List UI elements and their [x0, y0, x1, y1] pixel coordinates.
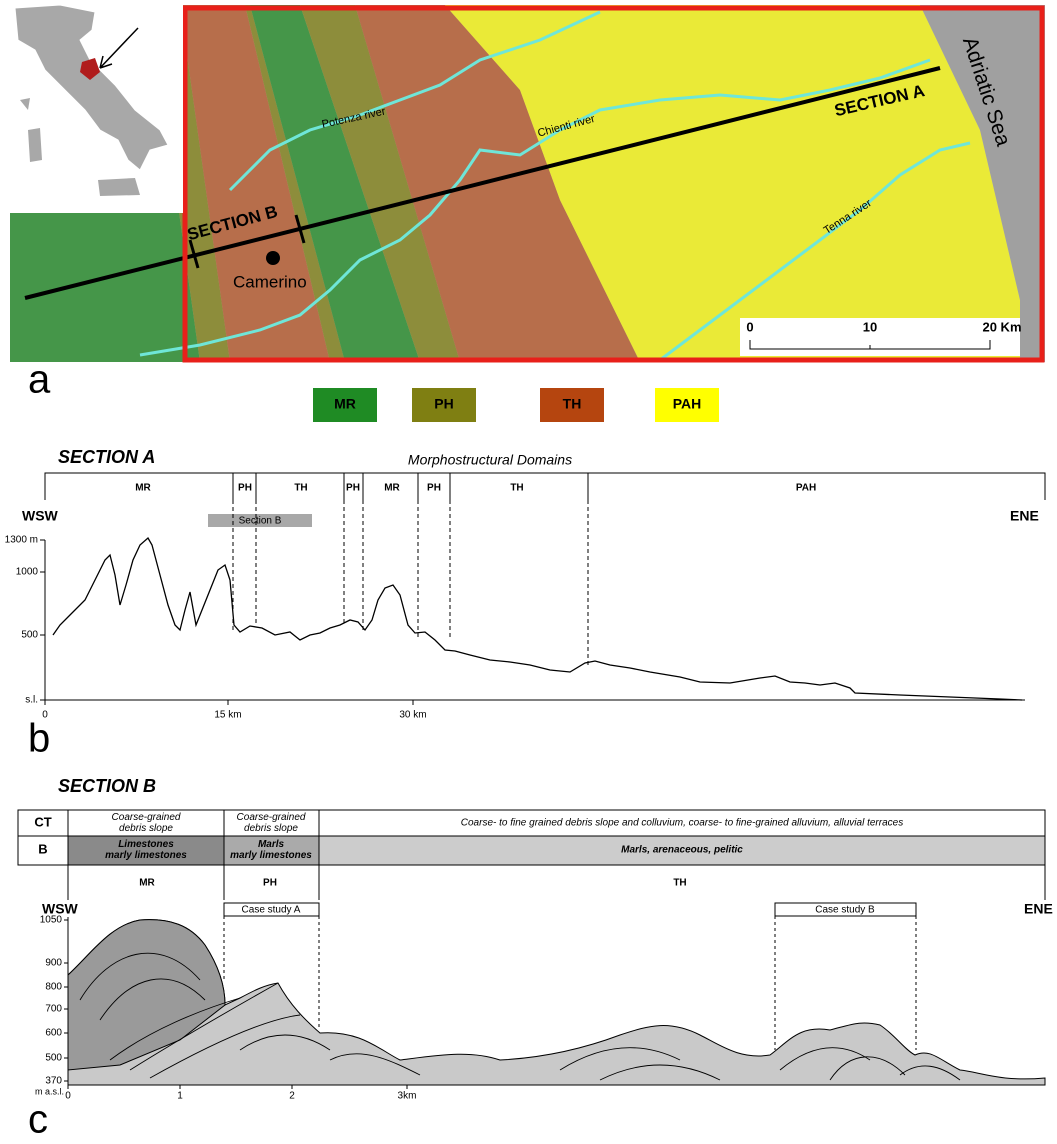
table-cell: marly limestones — [105, 850, 187, 861]
table-cell: Coarse-grained — [237, 812, 306, 823]
domain-label: PH — [427, 483, 441, 494]
panel-label: b — [28, 717, 50, 761]
direction-label: ENE — [1024, 901, 1053, 917]
y-label: 370 — [45, 1076, 62, 1087]
x-label: 3km — [398, 1091, 417, 1102]
y-label: 500 — [21, 630, 38, 641]
town-marker — [266, 251, 280, 265]
domain-label: PH — [346, 483, 360, 494]
section-title: SECTION B — [58, 776, 156, 796]
y-label: 600 — [45, 1028, 62, 1039]
domain-label: PAH — [796, 483, 816, 494]
figure: SECTION A SECTION B Camerino Potenza riv… — [0, 0, 1057, 1144]
y-label: 1000 — [16, 567, 39, 578]
axes — [40, 540, 1025, 705]
domains-title: Morphostructural Domains — [408, 452, 572, 468]
legend: MR PH TH PAH — [313, 388, 719, 422]
table-cell: Marls, arenaceous, pelitic — [621, 845, 743, 856]
x-label: 2 — [289, 1091, 295, 1102]
row-header: B — [38, 841, 47, 856]
y-label: s.l. — [25, 695, 38, 706]
scale-label: 10 — [863, 319, 877, 334]
section-b-extent-label: Section B — [239, 516, 282, 527]
case-study-label: Case study A — [242, 905, 301, 916]
scale-label: 20 Km — [982, 319, 1021, 334]
scale-background — [740, 318, 1020, 356]
domain-label: PH — [263, 878, 277, 889]
y-label: 900 — [45, 958, 62, 969]
x-label: 0 — [65, 1091, 71, 1102]
legend-label: PH — [434, 396, 453, 412]
domain-label: TH — [510, 483, 523, 494]
table-cell: debris slope — [244, 823, 298, 834]
table-cell: Coarse- to fine grained debris slope and… — [461, 818, 903, 829]
domain-label: TH — [294, 483, 307, 494]
legend-label: MR — [334, 396, 356, 412]
town-label: Camerino — [233, 272, 307, 291]
table-cell: marly limestones — [230, 850, 312, 861]
elevation-profile — [53, 538, 1022, 700]
domain-label: MR — [135, 483, 151, 494]
domain-label: MR — [384, 483, 400, 494]
domain-label: TH — [673, 878, 686, 889]
table-cell: debris slope — [119, 823, 173, 834]
table-cell: Coarse-grained — [112, 812, 181, 823]
x-label: 15 km — [214, 710, 241, 721]
table-cell: Marls — [258, 839, 285, 850]
panel-label: c — [28, 1098, 48, 1142]
domain-label: PH — [238, 483, 252, 494]
row-header: CT — [34, 814, 51, 829]
table-cell: Limestones — [118, 839, 174, 850]
scale-label: 0 — [746, 319, 753, 334]
x-label: 30 km — [399, 710, 426, 721]
direction-label: WSW — [22, 508, 59, 524]
panel-label: a — [28, 358, 51, 402]
x-label: 1 — [177, 1091, 183, 1102]
y-unit: m a.s.l. — [35, 1086, 64, 1096]
legend-label: TH — [563, 396, 582, 412]
section-title: SECTION A — [58, 447, 155, 467]
y-label: 700 — [45, 1004, 62, 1015]
domain-label: MR — [139, 878, 155, 889]
case-study-label: Case study B — [815, 905, 875, 916]
y-label: 1300 m — [5, 535, 38, 546]
domain-bar — [45, 473, 1045, 500]
legend-label: PAH — [673, 396, 702, 412]
y-label: 1050 — [40, 915, 63, 926]
y-label: 500 — [45, 1053, 62, 1064]
direction-label: ENE — [1010, 508, 1039, 524]
y-label: 800 — [45, 982, 62, 993]
